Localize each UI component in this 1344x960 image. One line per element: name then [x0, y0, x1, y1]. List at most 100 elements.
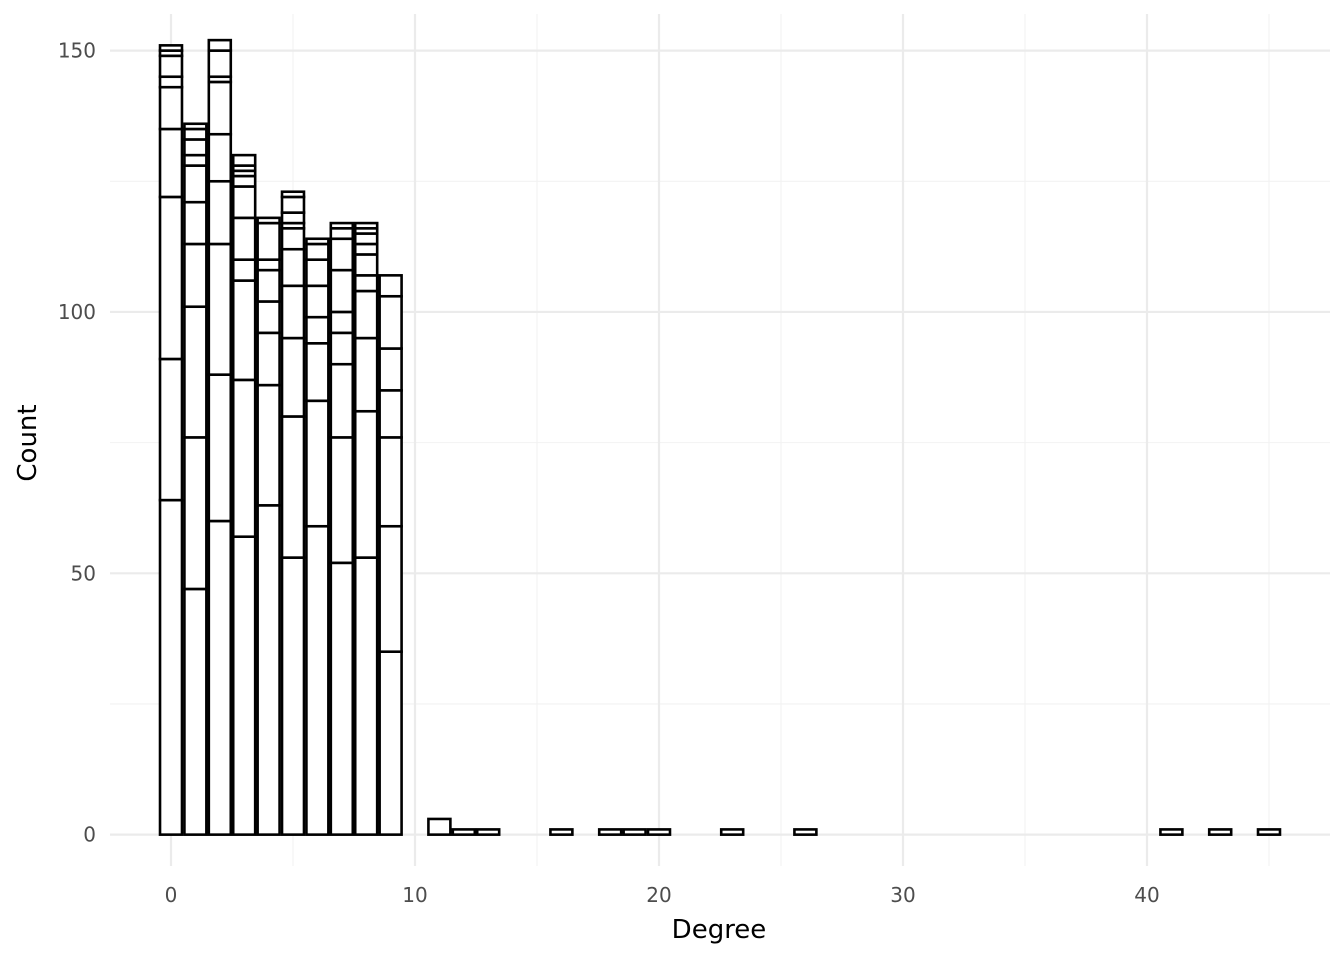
bar-segment — [353, 409, 379, 559]
bar-degree-45 — [1256, 828, 1282, 836]
y-axis-title: Count — [13, 404, 43, 481]
bar-segment — [353, 556, 379, 836]
bar-segment — [280, 190, 306, 199]
bar-segment — [378, 436, 403, 528]
bar-segment — [231, 216, 257, 261]
bar-segment — [329, 310, 355, 335]
bar-segment — [378, 524, 403, 653]
x-tick-label: 10 — [402, 883, 427, 907]
bar-segment — [378, 347, 403, 392]
bar-segment — [329, 561, 355, 836]
bar-segment — [280, 415, 306, 559]
bar-degree-23 — [719, 828, 745, 836]
bar-segment — [353, 232, 379, 246]
bar-segment — [256, 331, 281, 387]
bar-segment — [183, 127, 208, 141]
bar-segment — [231, 279, 257, 382]
bar-degree-5 — [280, 190, 306, 836]
bar-segment — [183, 164, 208, 204]
bar-segment — [353, 253, 379, 277]
y-tick-label: 100 — [58, 300, 96, 324]
bar-segment — [231, 535, 257, 836]
bar-segment — [207, 519, 233, 836]
bar-segment — [305, 242, 330, 261]
bar-segment — [256, 268, 281, 303]
bar-segment — [158, 195, 184, 361]
bar-degree-8 — [353, 221, 379, 836]
bar-degree-16 — [549, 828, 574, 836]
bar-degree-1 — [183, 122, 208, 836]
bar-segment — [158, 357, 184, 502]
bar-segment — [183, 436, 208, 591]
bar-segment — [207, 38, 233, 52]
bar-segment — [353, 289, 379, 340]
bar-segment — [183, 200, 208, 246]
bar-segment — [329, 227, 355, 241]
bar-segment — [207, 80, 233, 136]
bar-segment — [280, 227, 306, 251]
bar-degree-0 — [158, 44, 184, 836]
bar-segment — [158, 127, 184, 199]
x-tick-label: 20 — [646, 883, 671, 907]
x-axis-title: Degree — [672, 915, 767, 945]
bar-degree-41 — [1159, 828, 1184, 836]
bar-segment — [622, 828, 647, 836]
bar-segment — [329, 436, 355, 565]
bar-segment — [207, 373, 233, 523]
x-axis-tick-labels: 0 10 20 30 40 — [165, 883, 1160, 907]
bar-segment — [1159, 828, 1184, 836]
bar-segment — [158, 54, 184, 79]
bar-segment — [207, 49, 233, 79]
bar-segment — [378, 650, 403, 836]
bar-segment — [353, 274, 379, 293]
bar-segment — [305, 284, 330, 319]
bar-segment — [158, 85, 184, 131]
bar-degree-43 — [1207, 828, 1233, 836]
bar-segment — [1207, 828, 1233, 836]
bar-segment — [183, 122, 208, 131]
bar-segment — [451, 828, 477, 836]
bar-degree-7 — [329, 221, 355, 836]
bar-segment — [329, 221, 355, 230]
bar-degree-3 — [231, 153, 257, 836]
bar-segment — [207, 242, 233, 376]
bar-segment — [280, 211, 306, 225]
bar-segment — [353, 242, 379, 256]
bar-segment — [158, 44, 184, 52]
bar-segment — [207, 179, 233, 246]
bar-degree-26 — [793, 828, 818, 836]
bar-segment — [183, 138, 208, 157]
bar-segment — [1256, 828, 1282, 836]
bar-segment — [378, 274, 403, 298]
x-tick-label: 30 — [890, 883, 915, 907]
bar-segment — [378, 294, 403, 350]
bar-segment — [183, 242, 208, 309]
bar-segment — [280, 195, 306, 214]
bar-degree-20 — [646, 828, 672, 836]
histogram-bars — [158, 38, 1282, 836]
bar-segment — [231, 258, 257, 282]
bar-segment — [256, 383, 281, 507]
y-tick-label: 0 — [83, 823, 96, 847]
bar-segment — [280, 284, 306, 340]
bar-degree-11 — [427, 817, 452, 836]
bar-segment — [207, 132, 233, 183]
bar-segment — [719, 828, 745, 836]
bar-degree-4 — [256, 216, 281, 836]
bar-segment — [280, 336, 306, 418]
bar-segment — [329, 362, 355, 439]
bar-segment — [256, 221, 281, 261]
bar-segment — [280, 247, 306, 288]
bar-segment — [183, 305, 208, 439]
bar-segment — [353, 221, 379, 230]
y-tick-label: 50 — [71, 561, 96, 585]
bar-degree-9 — [378, 274, 403, 836]
bar-segment — [305, 399, 330, 528]
bar-segment — [549, 828, 574, 836]
bar-segment — [158, 498, 184, 836]
bar-segment — [427, 817, 452, 836]
bar-segment — [256, 216, 281, 225]
bar-segment — [256, 504, 281, 836]
bar-segment — [329, 331, 355, 366]
